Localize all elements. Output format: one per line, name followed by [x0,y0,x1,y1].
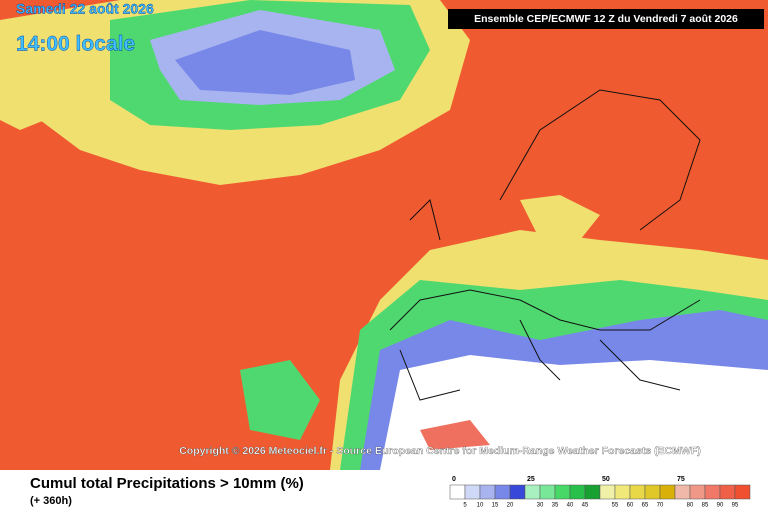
legend-bottom-label: 95 [732,503,739,509]
run-label: Ensemble CEP/ECMWF 12 Z du Vendredi 7 ao… [474,13,738,25]
legend-bottom-label: 70 [657,503,664,509]
legend-bottom-label: 60 [627,503,634,509]
legend-swatch [689,484,706,500]
legend-swatch [524,484,541,500]
legend: 0 25 50 75 5 10 15 20 30 35 40 45 55 60 65 70 80 85 90 95 [449,476,751,509]
azores-green [240,360,320,440]
legend-top-label: 0 [452,476,456,483]
legend-swatch [704,484,721,500]
legend-swatch [719,484,736,500]
legend-bottom-label: 5 [463,503,467,509]
legend-swatch [569,484,586,500]
legend-swatch [554,484,571,500]
legend-swatch [614,484,631,500]
legend-bottom-label: 35 [552,503,559,509]
greenland-darkblue [175,30,355,95]
legend-bottom-label: 65 [642,503,649,509]
legend-swatch [584,484,601,500]
legend-swatch [449,484,466,500]
canada-yellow [0,40,70,130]
legend-top-label: 25 [527,476,535,483]
date-label: Samedi 22 août 2026 [16,1,154,17]
run-banner [448,9,764,29]
legend-swatch [599,484,616,500]
legend-bottom-label: 90 [717,503,724,509]
copyright: Copyright © 2026 Meteociel.fr - Source E… [179,445,701,457]
africa-red [420,420,490,450]
legend-top-label: 50 [602,476,610,483]
legend-swatch [644,484,661,500]
legend-bottom-label: 85 [702,503,709,509]
legend-bottom-label: 20 [507,503,514,509]
legend-swatch [494,484,511,500]
baltic-yellow [520,195,600,240]
legend-swatch [479,484,496,500]
time-label: 14:00 locale [16,33,135,56]
legend-bottom-label: 15 [492,503,499,509]
legend-bottom-label: 10 [477,503,484,509]
legend-top-label: 75 [677,476,685,483]
legend-swatch [539,484,556,500]
legend-bottom-label: 40 [567,503,574,509]
legend-bottom-label: 55 [612,503,619,509]
legend-swatch [674,484,691,500]
legend-bottom-label: 80 [687,503,694,509]
legend-swatch [659,484,676,500]
legend-swatch [734,484,751,500]
legend-swatch [629,484,646,500]
legend-bottom-label: 45 [582,503,589,509]
legend-swatch [464,484,481,500]
footer-title: Cumul total Precipitations > 10mm (%) [30,475,304,492]
legend-swatch [509,484,526,500]
borders [389,89,701,401]
legend-bottom-label: 30 [537,503,544,509]
footer-lead: (+ 360h) [30,495,72,507]
